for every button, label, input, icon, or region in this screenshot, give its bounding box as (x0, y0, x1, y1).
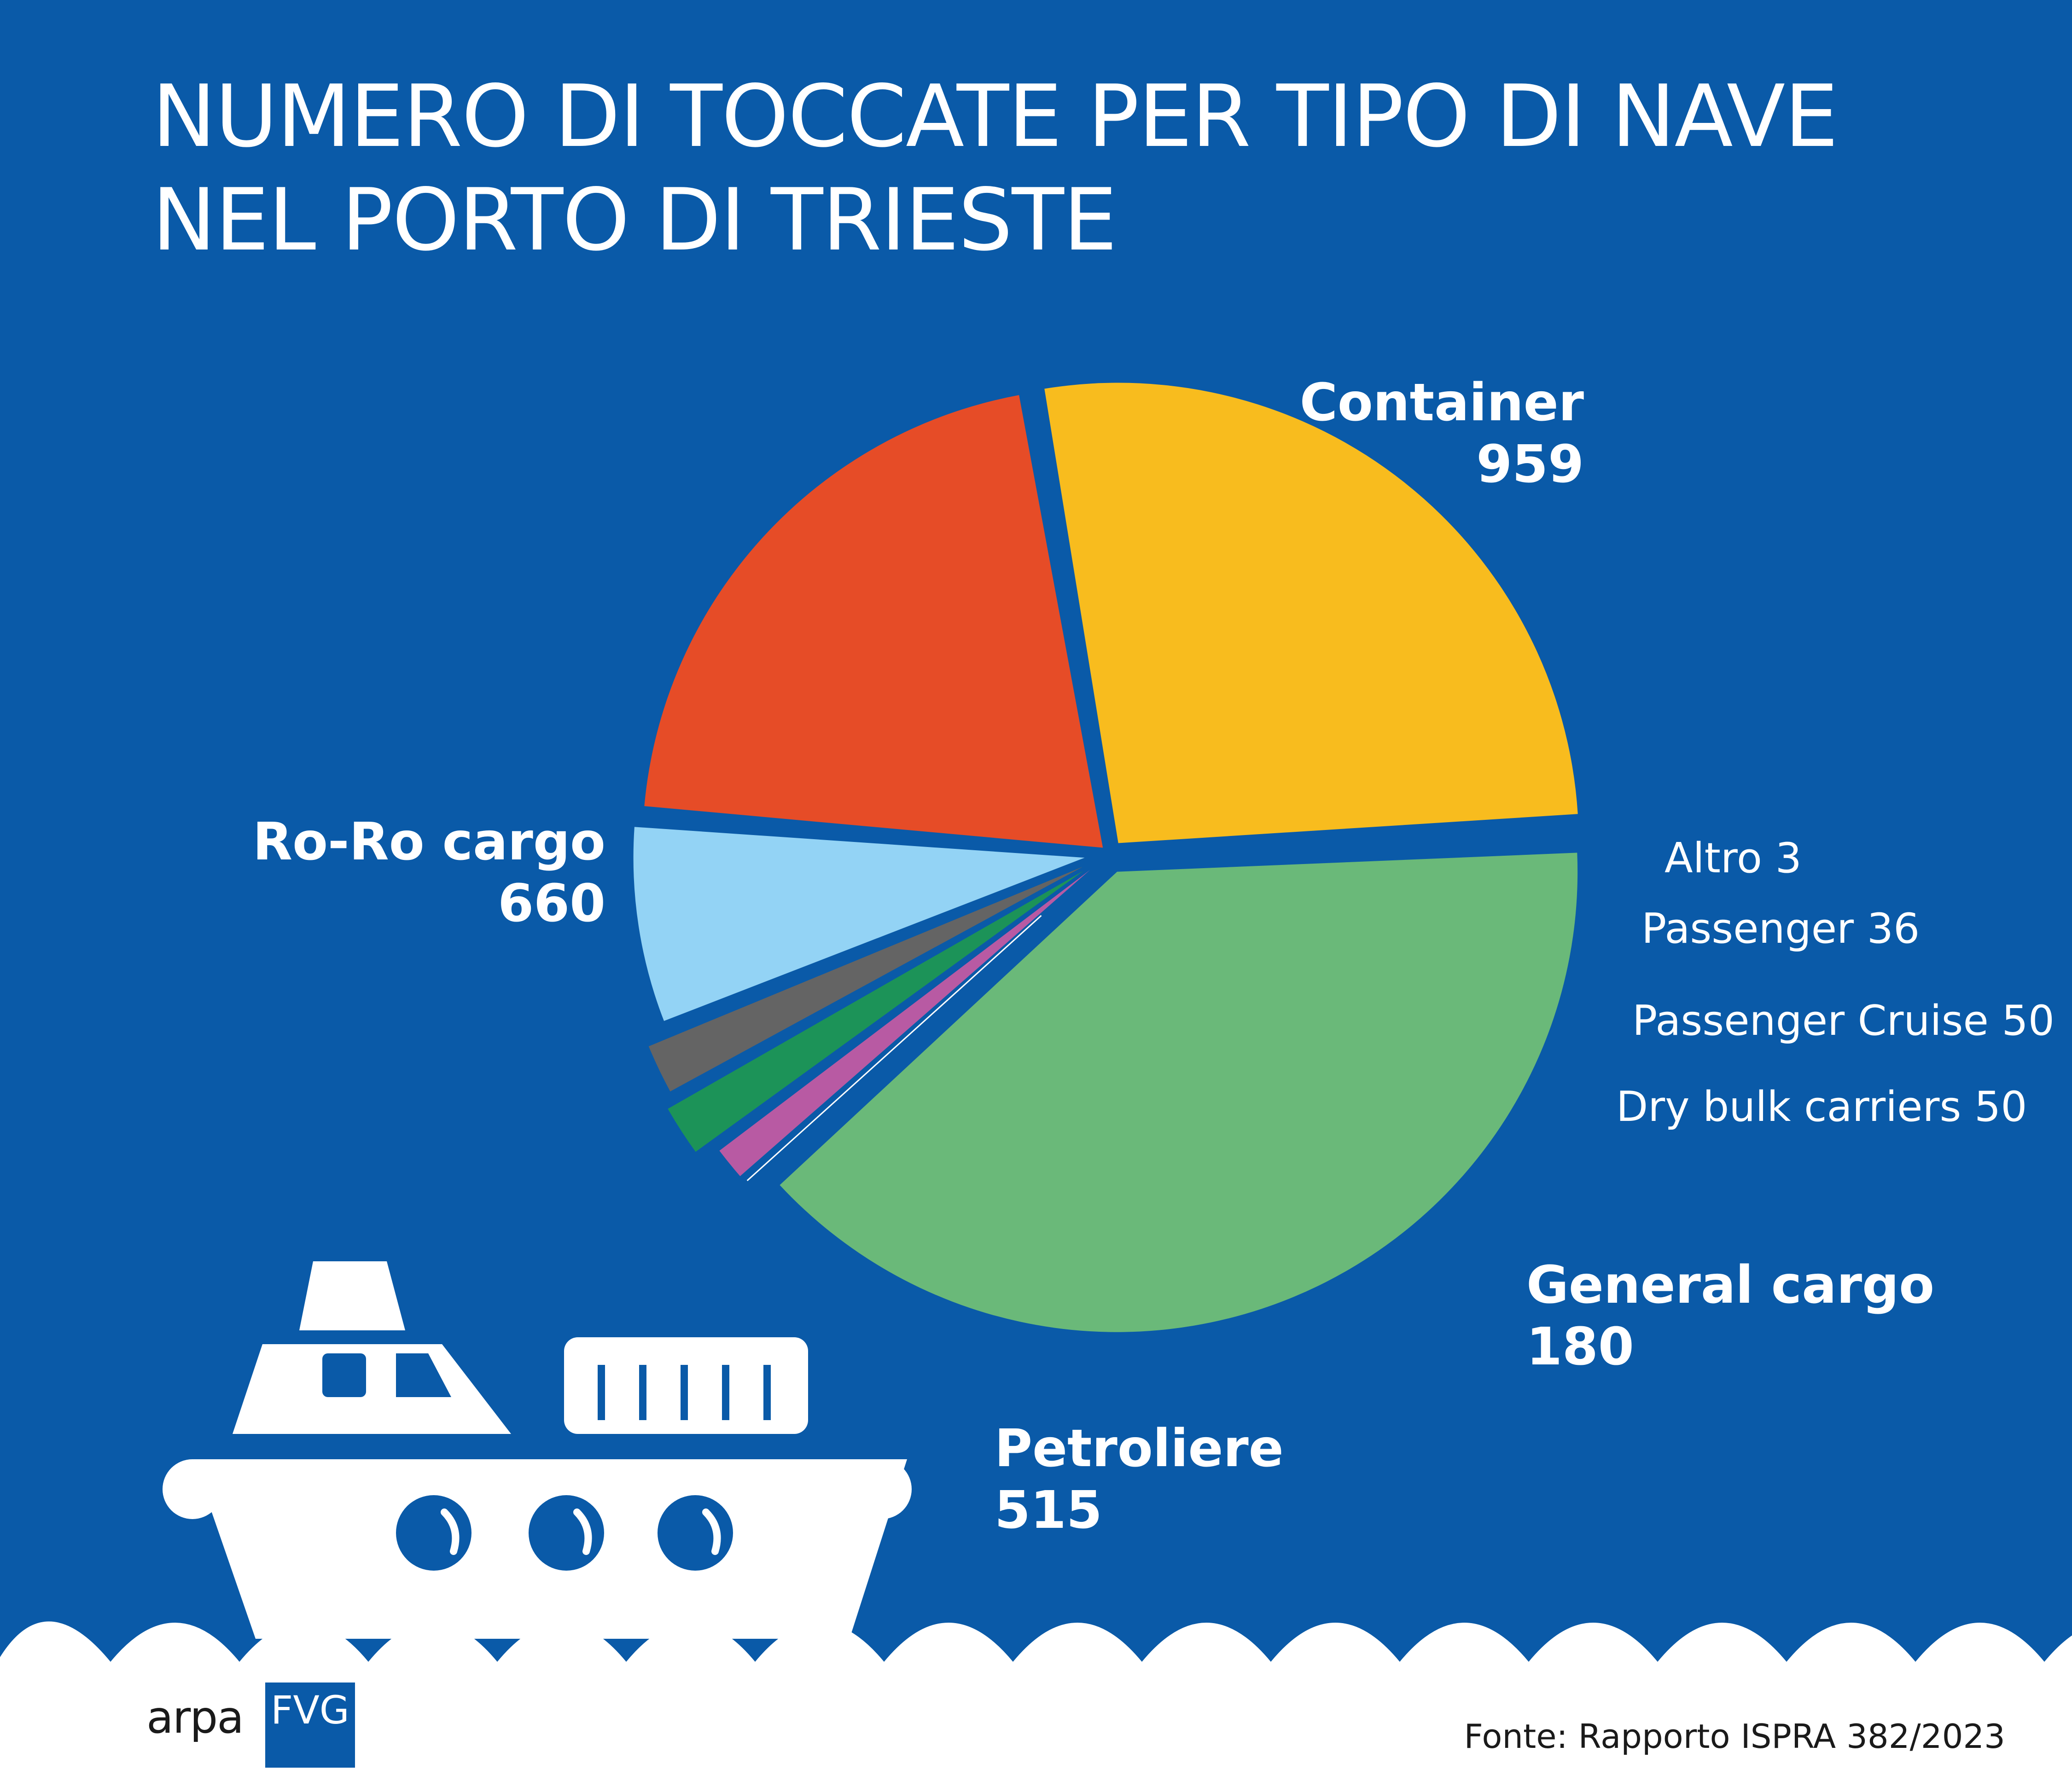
data-label-name: Container (1299, 373, 1584, 433)
data-label-general-cargo: General cargo 180 (1526, 1254, 1934, 1378)
pie-slice-passenger (719, 870, 1090, 1176)
data-label-petroliere: Petroliere 515 (995, 1418, 1284, 1542)
data-label-name: Dry bulk carriers (1616, 1083, 1961, 1131)
data-label-name: Passenger Cruise (1632, 997, 1989, 1045)
waves (0, 1621, 2072, 1787)
data-label-container: Container 959 (1243, 372, 1584, 496)
pie-slice-dry-bulk-carriers (648, 867, 1083, 1091)
data-label-value: 660 (498, 874, 605, 934)
chart-title-line-2: NEL PORTO DI TRIESTE (152, 170, 1117, 270)
data-label-name: Altro (1665, 834, 1762, 882)
data-label-value: 959 (1476, 435, 1584, 495)
data-label-passenger-cruise: Passenger Cruise 50 (1632, 1000, 2055, 1042)
data-label-name: General cargo (1526, 1255, 1935, 1315)
chart-title-line-1: NUMERO DI TOCCATE PER TIPO DI NAVE (152, 66, 1839, 166)
pie-slice-general-cargo (633, 827, 1085, 1021)
data-label-value: 36 (1867, 905, 1920, 953)
data-label-name: Passenger (1641, 905, 1854, 953)
data-label-passenger: Passenger 36 (1641, 908, 1920, 950)
source-note: Fonte: Rapporto ISPRA 382/2023 (1464, 1717, 2005, 1756)
data-label-value: 50 (2002, 997, 2055, 1045)
pie-slice-passenger-cruise (668, 870, 1083, 1152)
data-label-roro: Ro-Ro cargo 660 (239, 811, 605, 935)
pie-slice-ro-ro-cargo (1044, 383, 1578, 843)
pie-slice-petroliere (644, 395, 1103, 848)
pie-slice-container (780, 853, 1578, 1332)
data-label-value: 515 (995, 1480, 1102, 1541)
logo-fvg-box: FVG (265, 1683, 355, 1768)
data-label-name: Petroliere (995, 1419, 1284, 1479)
data-label-value: 50 (1974, 1083, 2027, 1131)
logo-arpa-text: arpa (146, 1692, 244, 1743)
data-label-name: Ro-Ro cargo (252, 812, 605, 872)
pie-chart (633, 383, 1578, 1332)
pie-slice-altro (746, 915, 1042, 1181)
ship-icon (163, 1261, 912, 1639)
data-label-value: 180 (1526, 1317, 1634, 1377)
data-label-dry-bulk-carriers: Dry bulk carriers 50 (1616, 1086, 2027, 1128)
data-label-altro: Altro 3 (1665, 838, 1802, 879)
data-label-value: 3 (1775, 834, 1802, 882)
